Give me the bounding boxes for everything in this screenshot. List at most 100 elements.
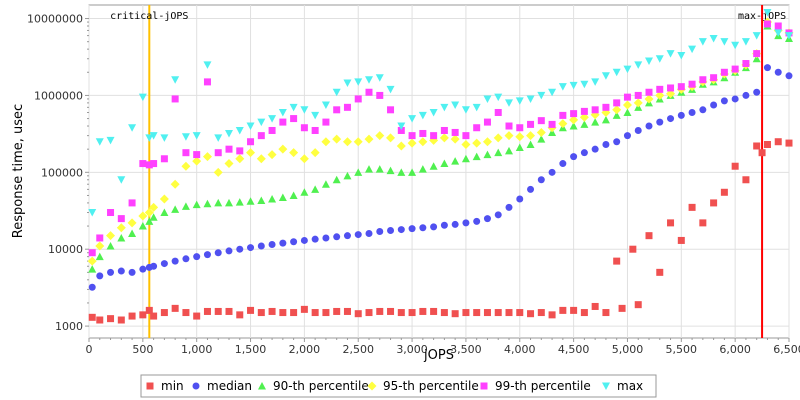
min-point <box>559 306 567 314</box>
95-th-percentile-point <box>213 167 223 177</box>
90-th-percentile-point <box>278 193 287 202</box>
99-th-percentile-point <box>96 234 104 242</box>
median-point <box>354 231 362 239</box>
max-point <box>612 68 621 77</box>
min-point <box>570 306 578 314</box>
median-point <box>483 215 491 223</box>
99-th-percentile-point <box>397 126 405 134</box>
median-point <box>494 211 502 219</box>
99-th-percentile-point <box>699 76 707 84</box>
median-point <box>182 255 190 263</box>
min-point <box>430 307 438 315</box>
median-point <box>527 185 535 193</box>
99-th-percentile-point <box>440 126 448 134</box>
90-th-percentile-point <box>145 217 154 225</box>
max-point <box>461 106 470 114</box>
median-point <box>699 106 707 114</box>
99-th-percentile-point <box>171 95 179 103</box>
99-th-percentile-point <box>742 60 750 68</box>
max-point <box>354 78 363 86</box>
median-point <box>580 149 588 157</box>
legend-label: 95-th percentile <box>383 379 479 393</box>
min-point <box>483 309 491 317</box>
max-point <box>558 83 567 91</box>
99-th-percentile-point <box>688 80 696 88</box>
max-point <box>397 122 406 131</box>
max-point <box>418 111 427 120</box>
95-th-percentile-point <box>95 241 105 251</box>
95-th-percentile-point <box>461 140 471 150</box>
99-th-percentile-point <box>343 103 351 111</box>
95-th-percentile-point <box>622 100 632 110</box>
95-th-percentile-point <box>407 138 417 148</box>
95-th-percentile-point <box>386 133 396 143</box>
median-point <box>193 253 201 261</box>
95-th-percentile-point <box>364 134 374 144</box>
y-tick-label: 100000 <box>41 166 83 179</box>
95-th-percentile-point <box>396 141 406 151</box>
min-point <box>494 309 502 317</box>
median-point <box>376 227 384 235</box>
median-point <box>160 260 168 268</box>
min-point <box>171 304 179 312</box>
95-th-percentile-point <box>353 137 363 147</box>
99-th-percentile-point <box>710 74 718 82</box>
99-th-percentile-point <box>720 68 728 76</box>
90-th-percentile-point <box>88 265 97 273</box>
median-point <box>473 217 481 225</box>
median-point <box>440 221 448 229</box>
99-th-percentile-point <box>613 99 621 107</box>
min-point <box>763 141 771 149</box>
90-th-percentile-point <box>149 213 158 221</box>
median-point <box>408 225 416 233</box>
90-th-percentile-point <box>483 150 492 159</box>
90-th-percentile-point <box>181 202 190 210</box>
min-point <box>150 312 158 320</box>
median-point <box>203 251 211 259</box>
median-point <box>656 118 664 126</box>
min-point <box>203 307 211 315</box>
99-th-percentile-point <box>145 161 153 169</box>
95-th-percentile-point <box>493 133 503 143</box>
min-point <box>473 309 481 317</box>
max-point <box>580 80 589 89</box>
median-point <box>107 268 115 276</box>
90-th-percentile-point <box>623 108 632 116</box>
min-point <box>677 236 685 244</box>
x-tick-label: 6,000 <box>719 343 751 356</box>
x-tick-label: 1,500 <box>235 343 267 356</box>
y-tick-label: 10000000 <box>27 13 83 26</box>
min-point <box>548 311 556 319</box>
90-th-percentile-point <box>526 140 535 149</box>
max-point <box>300 106 309 114</box>
max-point <box>623 65 632 74</box>
median-point <box>247 244 255 252</box>
99-th-percentile-point <box>645 88 653 96</box>
median-point <box>548 168 556 176</box>
95-th-percentile-point <box>342 137 352 147</box>
legend-swatch <box>192 382 200 390</box>
max-point <box>408 115 417 123</box>
95-th-percentile-point <box>181 161 191 171</box>
max-point <box>752 32 761 40</box>
min-point <box>257 309 265 317</box>
99-th-percentile-point <box>451 128 459 136</box>
max-point <box>117 176 126 184</box>
95-th-percentile-point <box>472 138 482 148</box>
90-th-percentile-point <box>214 198 223 207</box>
90-th-percentile-point <box>203 199 212 208</box>
99-th-percentile-point <box>570 110 578 118</box>
min-point <box>419 307 427 315</box>
99-th-percentile-point <box>203 78 211 86</box>
99-th-percentile-point <box>516 124 524 132</box>
min-point <box>354 310 362 318</box>
legend-label: min <box>161 379 184 393</box>
95-th-percentile-point <box>192 156 202 166</box>
min-point <box>387 307 395 315</box>
median-point <box>742 91 750 99</box>
99-th-percentile-point <box>268 126 276 134</box>
90-th-percentile-point <box>332 175 341 184</box>
max-point <box>160 134 169 142</box>
max-point <box>645 57 653 66</box>
